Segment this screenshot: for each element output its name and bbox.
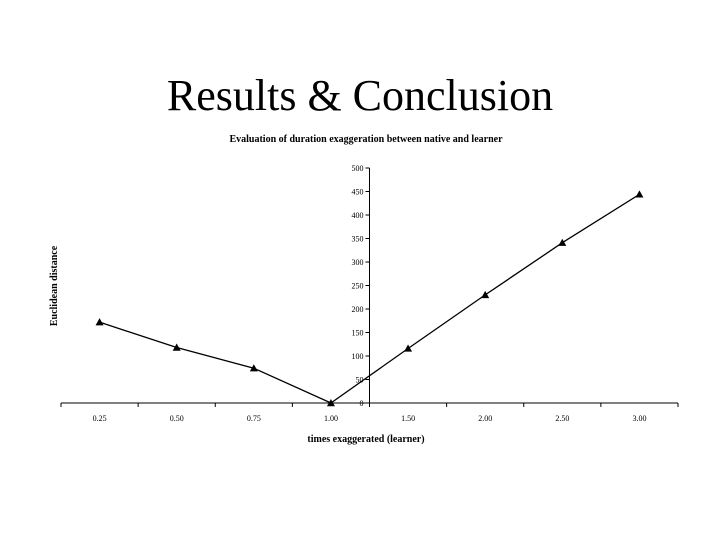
x-tick-label: 1.00 [324,414,338,423]
data-point-marker [481,290,490,299]
x-axis-label: times exaggerated (learner) [307,434,424,445]
series [95,190,644,407]
chart: Evaluation of duration exaggeration betw… [46,128,680,450]
y-tick-label: 100 [352,352,364,361]
x-tick-label: 3.00 [632,414,646,423]
x-tick-label: 0.75 [247,414,261,423]
slide-title: Results & Conclusion [166,71,554,120]
data-point-marker [249,364,258,372]
y-tick-label: 50 [356,376,364,385]
x-tick-label: 1.50 [401,414,415,423]
chart-title: Evaluation of duration exaggeration betw… [229,134,503,145]
data-point-marker [95,318,104,326]
x-tick-label: 2.50 [555,414,569,423]
y-ticks: 0 50 100 150 200 250 300 350 400 450 500 [352,164,370,408]
x-ticks: 0.25 0.50 0.75 1.00 1.50 2.00 2.50 3.00 [93,414,647,423]
y-tick-label: 250 [352,282,364,291]
line-chart-svg: Evaluation of duration exaggeration betw… [49,134,679,445]
y-tick-label: 450 [352,188,364,197]
x-tick-label: 0.25 [93,414,107,423]
data-point-marker [635,190,644,198]
x-tick-label: 0.50 [170,414,184,423]
y-tick-label: 300 [352,258,364,267]
x-tick-label: 2.00 [478,414,492,423]
y-tick-label: 200 [352,305,364,314]
y-tick-label: 500 [352,164,364,173]
y-tick-label: 350 [352,235,364,244]
data-point-marker [172,343,181,351]
data-point-marker [404,344,413,352]
y-tick-label: 0 [360,399,364,408]
axes [60,168,679,407]
data-point-marker [326,399,335,407]
y-tick-label: 400 [352,211,364,220]
y-tick-label: 150 [352,329,364,338]
y-axis-label: Euclidean distance [49,245,60,326]
series-line [99,193,640,404]
data-point-marker [558,238,567,246]
